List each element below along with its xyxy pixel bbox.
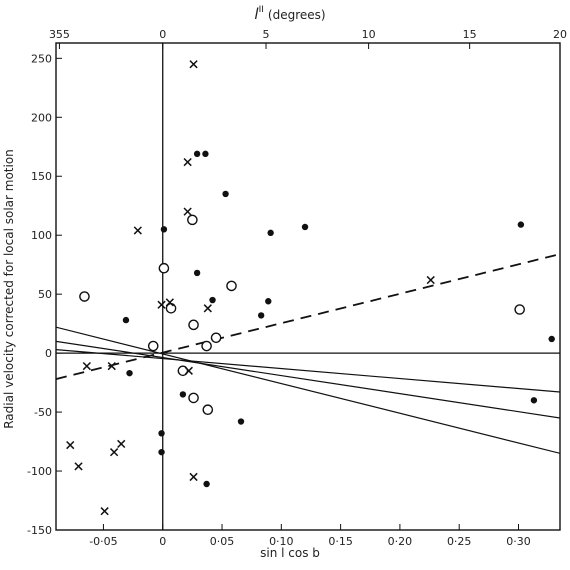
open-circle-point [202, 404, 214, 416]
cross-point [107, 361, 116, 371]
cross-point [74, 462, 83, 471]
filled-circle-point [158, 448, 165, 456]
cross-point [183, 207, 192, 216]
cross-point [189, 472, 198, 482]
top-axis-title-unit: (degrees) [268, 8, 326, 22]
open-circle-point [177, 365, 189, 377]
y-tick-label: -150 [27, 524, 52, 537]
y-tick-label: -50 [34, 406, 52, 419]
cross-point [203, 304, 212, 313]
y-tick-label: 100 [31, 229, 52, 242]
top-axis-title-main: l [254, 5, 259, 23]
top-tick-label: 0 [159, 28, 166, 41]
filled-circle-point [209, 296, 216, 304]
bottom-tick-label: 0·25 [447, 535, 472, 548]
open-circle-point [147, 340, 159, 352]
bottom-tick-label: 0 [159, 535, 166, 548]
solid-fit-line [56, 326, 560, 454]
y-tick-label: 150 [31, 170, 52, 183]
cross-point [165, 298, 174, 307]
filled-circle-point [517, 221, 525, 228]
y-tick-label: 200 [31, 111, 52, 124]
cross-point [100, 507, 109, 516]
y-tick-label: 0 [45, 347, 52, 360]
filled-circle-point [160, 226, 168, 233]
cross-point [426, 275, 435, 285]
top-axis-title: lII (degrees) [254, 5, 325, 23]
filled-circle-point [548, 335, 555, 343]
y-tick-label: 50 [38, 288, 52, 301]
open-circle-point [188, 319, 199, 331]
dashed-fit-line [56, 253, 560, 380]
filled-circle-point [222, 190, 229, 198]
open-circle-point [79, 291, 90, 302]
filled-circle-point [237, 418, 245, 425]
y-tick-label: 250 [31, 52, 52, 65]
y-axis-title: Radial velocity corrected for local sola… [2, 149, 16, 429]
cross-point [109, 448, 119, 457]
x-axis-title: sin l cos b [260, 546, 320, 560]
filled-circle-point [257, 312, 265, 319]
filled-circle-point [122, 316, 130, 324]
top-axis-title-superscript: II [259, 5, 264, 15]
bottom-tick-label: 0·20 [388, 535, 413, 548]
open-circle-point [210, 332, 222, 344]
filled-circle-point [265, 298, 272, 305]
solid-fit-line [56, 340, 560, 419]
open-circle-point [226, 280, 237, 292]
filled-circle-point [267, 229, 274, 237]
cross-point [133, 226, 142, 235]
open-circle-point [514, 304, 525, 315]
open-circle-point [201, 340, 212, 352]
filled-circle-point [158, 430, 165, 437]
cross-point [189, 60, 198, 69]
filled-circle-point [301, 223, 309, 231]
filled-circle-point [179, 391, 187, 398]
plot-frame [55, 42, 561, 531]
bottom-tick-label: 0·05 [210, 535, 235, 548]
plot-content: -0·05 0 0·05 0·10 0·15 0·20 0·25 0·30 -150 -100 -5… [27, 28, 567, 548]
bottom-tick-label: 0·10 [269, 535, 294, 548]
cross-point [66, 440, 75, 450]
cross-point [183, 157, 192, 167]
bottom-tick-label: -0·05 [89, 535, 117, 548]
open-circle-point [158, 262, 170, 274]
bottom-tick-label: 0·30 [506, 535, 531, 548]
filled-circle-point [202, 150, 209, 158]
open-circle-point [187, 214, 198, 226]
open-circle-point [188, 392, 199, 404]
cross-point [157, 300, 166, 309]
top-tick-label: 15 [463, 28, 477, 41]
filled-circle-point [193, 150, 201, 158]
y-tick-label: -100 [27, 465, 52, 478]
solid-fit-line [56, 348, 560, 393]
cross-point [184, 366, 193, 375]
filled-circle-point [530, 397, 538, 404]
top-tick-label: 10 [362, 28, 376, 41]
cross-point [82, 361, 91, 371]
cross-point [117, 439, 126, 449]
bottom-tick-label: 0·15 [328, 535, 353, 548]
top-tick-label: 355 [49, 28, 70, 41]
filled-circle-point [203, 480, 210, 488]
top-tick-label: 20 [553, 28, 567, 41]
filled-circle-point [193, 269, 201, 277]
filled-circle-point [126, 369, 133, 377]
top-tick-label: 5 [263, 28, 270, 41]
